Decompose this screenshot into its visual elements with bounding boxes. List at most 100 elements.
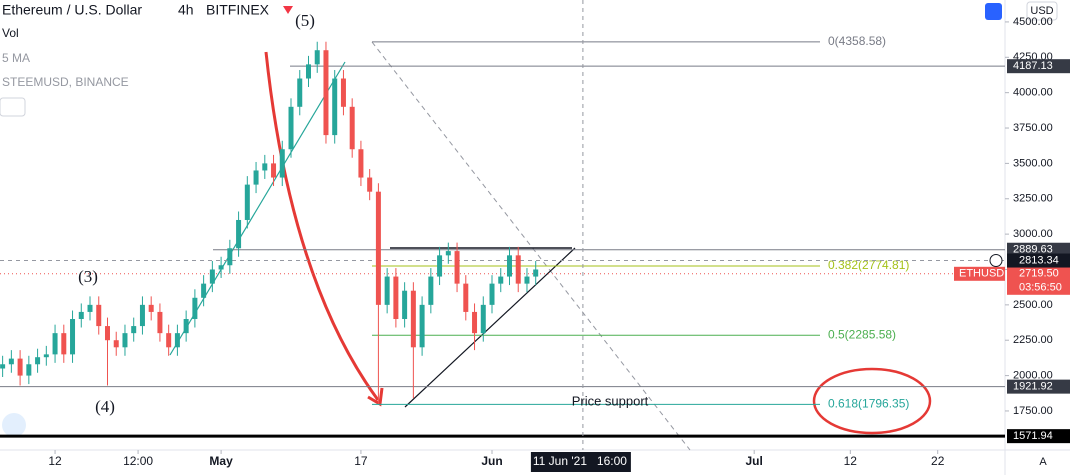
- x-tick-label: Jun: [481, 454, 502, 468]
- candle-body: [174, 333, 180, 348]
- candle-body: [445, 251, 451, 256]
- candle-body: [244, 184, 250, 220]
- last-price-label: 2719.50: [1019, 268, 1059, 280]
- candle-body: [332, 78, 338, 136]
- candle-body: [288, 106, 294, 150]
- candle-body: [271, 163, 277, 178]
- x-tick-label: Jul: [746, 454, 763, 468]
- last-price-box: [1007, 266, 1070, 295]
- candle-body: [454, 251, 460, 284]
- candle-body: [340, 78, 346, 107]
- candle-body: [480, 304, 486, 334]
- candle-body: [201, 283, 207, 298]
- annotation: (5): [295, 11, 315, 30]
- arrow: [264, 51, 380, 401]
- annotation: Price support: [572, 393, 649, 408]
- candle-body: [0, 364, 6, 369]
- indicator: Vol: [2, 26, 19, 40]
- x-tick-label: May: [209, 454, 233, 468]
- candle-body: [26, 364, 32, 376]
- candle-body: [533, 269, 539, 277]
- fib-label: 0.5(2285.58): [828, 327, 896, 341]
- x-tick-label: 12: [844, 454, 858, 468]
- candle-body: [192, 297, 198, 320]
- y-tick-label: 4000.00: [1013, 87, 1053, 99]
- level-label: 1921.92: [1013, 381, 1053, 393]
- level-label-box: [1007, 59, 1070, 74]
- y-tick-label: 2500.00: [1013, 299, 1053, 311]
- candle-body: [297, 78, 303, 107]
- annotation: (3): [78, 267, 98, 286]
- level-label: 4187.13: [1013, 60, 1053, 72]
- annotation: (4): [95, 397, 115, 416]
- candle-body: [183, 319, 189, 334]
- candle-body: [70, 319, 76, 355]
- x-tick-label: 12: [48, 454, 62, 468]
- highlight-ellipse: [812, 367, 932, 435]
- candle-body: [515, 255, 521, 284]
- candle-body: [157, 311, 163, 334]
- y-tick-label: 3500.00: [1013, 157, 1053, 169]
- candle-body: [472, 311, 478, 334]
- candle-body: [262, 163, 268, 171]
- y-tick-label: 2250.00: [1013, 334, 1053, 346]
- candle-body: [61, 333, 67, 355]
- scale-mode[interactable]: A: [1039, 456, 1047, 468]
- candle-body: [78, 311, 84, 320]
- countdown: 03:56:50: [1019, 282, 1062, 294]
- candle-body: [87, 304, 93, 312]
- candle-body: [314, 50, 320, 65]
- candle-body: [43, 354, 49, 358]
- candle-body: [166, 333, 172, 348]
- y-tick-label: 1750.00: [1013, 405, 1053, 417]
- currency: USD: [1030, 5, 1053, 17]
- candle-body: [209, 269, 215, 284]
- level-label: 1571.94: [1013, 430, 1053, 442]
- candle-body: [139, 304, 145, 327]
- candle-body: [498, 276, 504, 284]
- candle-body: [236, 219, 242, 249]
- candle-body: [253, 170, 259, 185]
- candle-body: [104, 326, 110, 341]
- candle-body: [524, 276, 530, 284]
- level-label-box: [1007, 429, 1070, 444]
- y-tick-label: 4500.00: [1013, 16, 1053, 28]
- candle-body: [279, 149, 285, 178]
- y-tick-label: 3750.00: [1013, 122, 1053, 134]
- candle-body: [489, 283, 495, 305]
- candle-body: [349, 106, 355, 150]
- candle-body: [148, 304, 154, 312]
- candle-body: [410, 290, 416, 348]
- y-tick-label: 3000.00: [1013, 228, 1053, 240]
- indicator: 5 MA: [2, 51, 30, 65]
- candle-body: [131, 326, 137, 334]
- fib-label: 0.618(1796.35): [828, 397, 909, 411]
- candle-body: [8, 358, 14, 365]
- candle-body: [305, 64, 311, 79]
- price-box: [1007, 253, 1070, 268]
- flag[interactable]: [283, 6, 293, 14]
- candle-body: [393, 276, 399, 320]
- x-tick-label: 12:00: [123, 454, 153, 468]
- chart-title: Ethereum / U.S. Dollar: [2, 2, 142, 18]
- candle-body: [113, 340, 119, 348]
- x-tick-label: 22: [931, 454, 945, 468]
- candle-body: [419, 304, 425, 348]
- indicator: STEEMUSD, BINANCE: [2, 75, 129, 89]
- candle-body: [384, 276, 390, 305]
- candle-body: [17, 358, 23, 376]
- y-tick-label: 2000.00: [1013, 369, 1053, 381]
- settings-button[interactable]: [985, 3, 1002, 20]
- crosshair-date: 11 Jun '21: [533, 454, 587, 468]
- collapse-button[interactable]: [0, 97, 26, 117]
- time-box: [530, 452, 631, 472]
- candle-body: [122, 333, 128, 348]
- candle-body: [96, 304, 102, 327]
- candle-body: [52, 333, 58, 355]
- currency-box[interactable]: [1026, 1, 1058, 21]
- candle-body: [227, 248, 233, 266]
- fib-label: 0(4358.58): [828, 34, 886, 48]
- candle-body: [402, 290, 408, 320]
- candle-body: [218, 265, 224, 270]
